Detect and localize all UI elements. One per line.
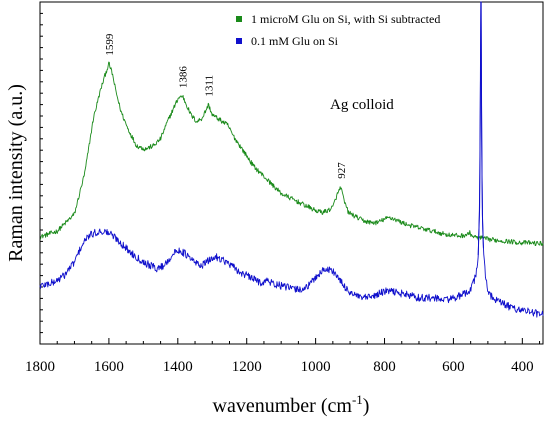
y-axis-title: Raman intensity (a.u.) [5, 84, 27, 262]
peak-label: 1386 [178, 66, 190, 89]
series-line-green [39, 61, 544, 247]
x-tick-label: 1600 [94, 359, 124, 375]
x-tick-label: 600 [442, 359, 465, 375]
peak-label: 1599 [104, 33, 116, 56]
x-tick-label: 800 [373, 359, 396, 375]
peak-label: 927 [336, 162, 348, 179]
legend-label-green: 1 microM Glu on Si, with Si subtracted [251, 12, 440, 26]
x-tick-label: 1400 [163, 359, 193, 375]
series-layer [39, 1, 544, 318]
x-axis-ticks: 1800 1600 1400 1200 1000 800 600 400 [25, 338, 541, 375]
legend-label-blue: 0.1 mM Glu on Si [251, 34, 339, 48]
x-axis-title-main: wavenumber (cm [213, 395, 353, 417]
si-peak-spike [477, 1, 484, 256]
x-tick-label: 400 [511, 359, 534, 375]
x-tick-label: 1800 [25, 359, 55, 375]
series-line-blue [39, 1, 544, 318]
annotation-ag-colloid: Ag colloid [330, 97, 394, 113]
legend-swatch-green [236, 16, 242, 22]
x-tick-label: 1200 [232, 359, 262, 375]
legend: 1 microM Glu on Si, with Si subtracted 0… [236, 12, 440, 48]
legend-swatch-blue [236, 38, 242, 44]
peak-labels: 1599 1386 1311 927 [104, 33, 348, 179]
x-axis-title-close: ) [363, 395, 370, 417]
x-tick-label: 1000 [301, 359, 331, 375]
y-axis-ticks [40, 1, 43, 345]
x-axis-title-superscript: -1 [352, 392, 363, 407]
x-axis-title: wavenumber (cm-1) [213, 392, 370, 417]
peak-label: 1311 [204, 75, 216, 97]
